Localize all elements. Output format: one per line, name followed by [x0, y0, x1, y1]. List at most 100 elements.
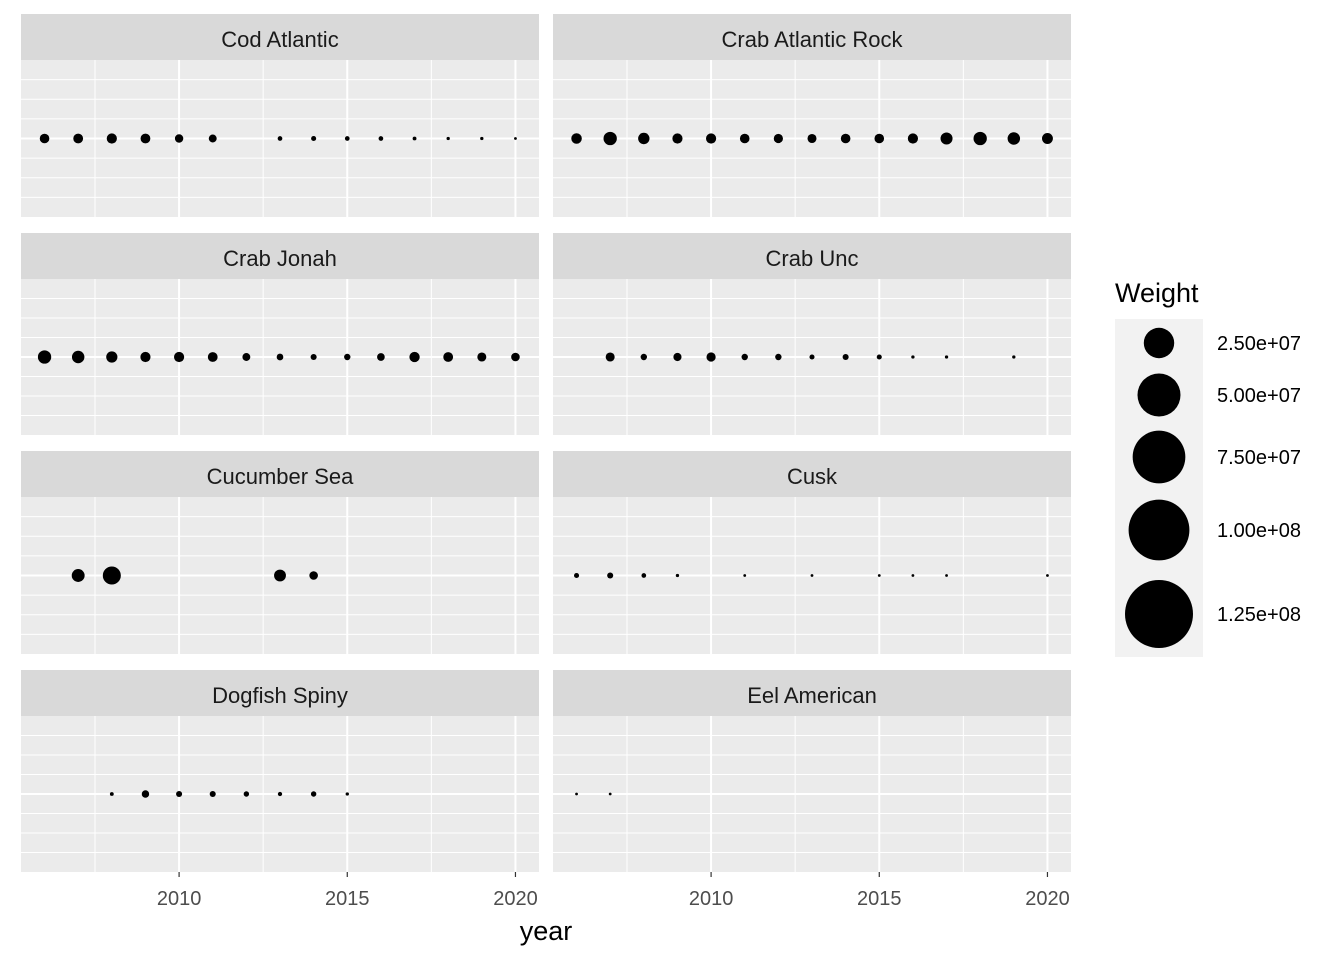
- facet-label: Crab Jonah: [223, 246, 337, 271]
- data-point: [944, 355, 949, 359]
- data-point: [344, 136, 350, 141]
- data-point: [71, 569, 85, 582]
- data-point: [1012, 355, 1016, 359]
- data-point: [207, 352, 218, 362]
- data-point: [176, 790, 183, 798]
- x-axis-title: year: [520, 916, 573, 946]
- data-point: [243, 791, 250, 797]
- data-point: [345, 792, 349, 796]
- legend-label: 2.50e+07: [1217, 333, 1301, 355]
- data-point: [743, 574, 747, 577]
- facet-label: Cod Atlantic: [221, 27, 338, 52]
- data-point: [276, 353, 284, 361]
- legend-key: [1125, 580, 1193, 648]
- data-point: [106, 133, 117, 144]
- data-point: [344, 353, 351, 361]
- data-point: [603, 131, 617, 146]
- legend: Weight 2.50e+07 5.00e+07 7.50e+07 1.00e+08 1…: [1115, 278, 1301, 657]
- legend-label: 1.25e+08: [1217, 604, 1301, 626]
- legend-label: 5.00e+07: [1217, 385, 1301, 407]
- data-point: [39, 133, 50, 144]
- data-point: [945, 574, 948, 577]
- facet-strip: [21, 14, 539, 60]
- x-axis: 2010 2015 2020 2010 2015 2020: [157, 872, 1070, 910]
- facet-label: Dogfish Spiny: [212, 683, 348, 708]
- data-point: [973, 131, 987, 146]
- data-point: [409, 351, 420, 363]
- data-point: [574, 572, 580, 579]
- facet-panel: Dogfish Spiny: [21, 670, 539, 872]
- facet-panels: Cod Atlantic Crab Atlantic Rock Crab Jonah…: [21, 14, 1071, 872]
- facet-label: Crab Atlantic Rock: [722, 27, 904, 52]
- data-point: [675, 573, 680, 578]
- data-point: [277, 791, 283, 797]
- facet-label: Crab Unc: [766, 246, 859, 271]
- facet-label: Cusk: [787, 464, 838, 489]
- data-point: [605, 352, 615, 362]
- data-point: [71, 350, 85, 364]
- facet-strip: [21, 451, 539, 497]
- data-point: [673, 352, 682, 362]
- data-point: [1007, 132, 1021, 145]
- data-point: [514, 137, 517, 140]
- facet-panel: Crab Unc: [553, 233, 1071, 435]
- data-point: [608, 792, 612, 796]
- data-point: [511, 352, 520, 362]
- legend-key: [1128, 499, 1190, 561]
- data-point: [773, 133, 783, 144]
- data-point: [310, 791, 317, 797]
- legend-key: [1132, 430, 1186, 484]
- facet-panel: Cucumber Sea: [21, 451, 539, 654]
- facet-panel: Crab Atlantic Rock: [553, 14, 1071, 217]
- data-point: [876, 354, 882, 360]
- data-point: [640, 353, 648, 361]
- data-point: [37, 350, 52, 364]
- legend-key: [1137, 373, 1181, 417]
- data-point: [208, 134, 217, 143]
- facet-panel: Cod Atlantic: [21, 14, 539, 217]
- x-tick-label: 2020: [493, 888, 538, 910]
- data-point: [575, 792, 578, 796]
- data-point: [242, 353, 251, 361]
- facet-strip: [553, 451, 1071, 497]
- data-point: [874, 133, 885, 144]
- data-point: [607, 572, 614, 579]
- data-point: [309, 571, 318, 580]
- data-point: [706, 352, 716, 362]
- data-point: [477, 352, 487, 362]
- data-point: [739, 133, 750, 144]
- data-point: [877, 574, 881, 577]
- facet-strip: [553, 670, 1071, 716]
- facet-panel: Cusk: [553, 451, 1071, 654]
- facet-label: Eel American: [747, 683, 877, 708]
- data-point: [174, 351, 185, 363]
- data-point: [1042, 133, 1053, 144]
- facet-panel: Crab Jonah: [21, 233, 539, 435]
- data-point: [480, 136, 484, 141]
- data-point: [109, 792, 114, 796]
- data-point: [378, 136, 384, 141]
- data-point: [809, 354, 815, 360]
- data-point: [310, 353, 317, 361]
- data-point: [641, 573, 647, 578]
- x-tick-label: 2020: [1025, 888, 1070, 910]
- data-point: [443, 352, 454, 362]
- data-point: [672, 133, 683, 144]
- data-point: [775, 353, 782, 361]
- data-point: [638, 132, 650, 145]
- x-tick-label: 2015: [857, 888, 902, 910]
- facet-label: Cucumber Sea: [207, 464, 355, 489]
- legend-label: 7.50e+07: [1217, 447, 1301, 469]
- data-point: [102, 566, 121, 585]
- data-point: [377, 353, 385, 361]
- facet-strip: [553, 14, 1071, 60]
- legend-key: [1143, 327, 1175, 359]
- data-point: [73, 133, 84, 144]
- data-point: [807, 133, 817, 144]
- facet-strip: [21, 670, 539, 716]
- data-point: [140, 351, 151, 363]
- data-point: [741, 353, 748, 361]
- data-point: [911, 355, 915, 359]
- data-point: [140, 133, 151, 144]
